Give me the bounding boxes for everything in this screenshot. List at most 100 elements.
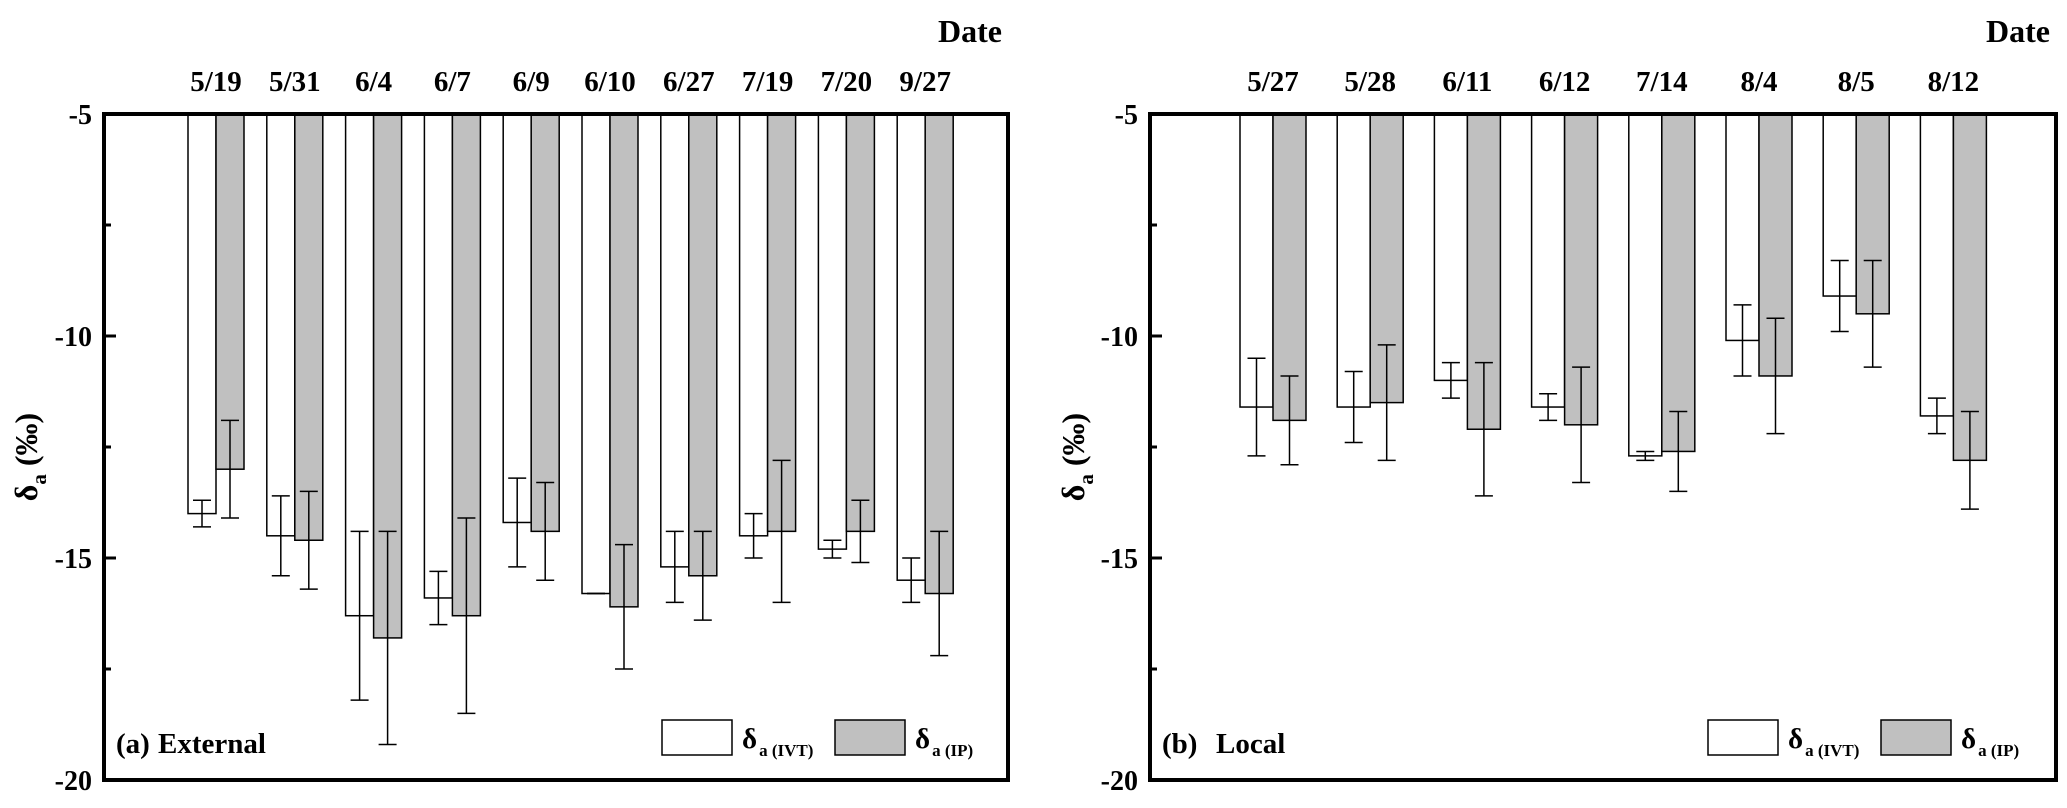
legend-label-subscript: a (IVT) (1805, 741, 1859, 760)
category-label: 6/27 (663, 66, 715, 98)
category-label: 6/11 (1442, 66, 1492, 98)
y-axis-title: δa (‰) (1055, 413, 1098, 501)
error-bar-ivt-7-20 (823, 539, 842, 559)
error-bar-ip-8-5 (1863, 259, 1882, 368)
bar-ivt-5-19 (187, 113, 217, 515)
category-label: 7/19 (742, 66, 794, 98)
legend-swatch (1707, 719, 1779, 756)
legend-swatch (661, 719, 733, 756)
y-axis-title-symbol: δ (8, 485, 44, 502)
legend-swatch (834, 719, 906, 756)
category-label: 8/4 (1740, 66, 1777, 98)
chart-panel-a: -5 -10 -15 -20 5/19 5/31 6/4 6/7 6/9 6/10 6/27 7/19… (8, 13, 1010, 797)
bar-ivt-6-11 (1433, 113, 1469, 382)
error-bar-ip-8-12 (1960, 410, 1979, 510)
bar-ivt-5-31 (266, 113, 296, 537)
error-bar-ivt-5-28 (1344, 370, 1363, 444)
error-bar-ip-7-19 (772, 459, 791, 604)
bar-ivt-9-27 (896, 113, 926, 581)
error-bar-ip-5-27 (1280, 375, 1299, 466)
error-bar-ivt-6-12 (1539, 392, 1558, 422)
error-bar-ivt-8-5 (1830, 259, 1849, 333)
bar-ip-7-14 (1661, 113, 1696, 453)
bar-ip-6-9 (530, 113, 560, 533)
error-bar-ip-6-7 (457, 517, 476, 715)
category-label: 8/12 (1928, 66, 1980, 98)
panel-name: Local (1216, 728, 1285, 760)
y-tick-label: -15 (1101, 544, 1138, 575)
bar-ivt-6-12 (1530, 113, 1566, 408)
y-axis-title-subscript: a (27, 474, 51, 485)
y-tick-label: -15 (55, 544, 92, 575)
error-bar-ivt-5-27 (1247, 357, 1266, 457)
legend-label-subscript: a (IP) (1978, 741, 2019, 760)
error-bar-ip-7-14 (1669, 410, 1688, 493)
bar-ivt-8-12 (1919, 113, 1955, 417)
error-bar-ivt-6-9 (508, 477, 527, 568)
bar-ivt-6-10 (581, 113, 611, 595)
error-bar-ip-6-9 (536, 481, 555, 581)
category-label: 5/27 (1247, 66, 1299, 98)
bar-ip-5-27 (1272, 113, 1307, 422)
error-bar-ip-6-12 (1572, 366, 1591, 484)
category-label: 7/20 (821, 66, 873, 98)
y-tick-label: -5 (1115, 100, 1138, 131)
bar-ip-8-12 (1952, 113, 1988, 462)
panel-label: (b) (1162, 728, 1197, 760)
bar-ip-6-27 (688, 113, 718, 577)
error-bar-ip-6-4 (378, 530, 397, 746)
error-bar-ivt-7-19 (744, 512, 763, 559)
error-bar-ip-5-31 (299, 490, 318, 590)
error-bar-ivt-6-11 (1441, 361, 1460, 399)
error-bar-ivt-5-19 (193, 499, 211, 528)
bar-ivt-7-19 (738, 113, 769, 537)
error-bar-ivt-6-27 (665, 530, 684, 604)
legend-label-subscript: a (IVT) (759, 741, 813, 760)
bar-ip-6-10 (609, 113, 639, 608)
chart-panel-b: -5 -10 -15 -20 5/27 5/28 6/11 6/12 7/14 8/4 8/5 8/1… (1055, 13, 2058, 797)
legend-label-subscript: a (IP) (932, 741, 973, 760)
category-label: 6/12 (1539, 66, 1591, 98)
error-bar-ip-9-27 (930, 530, 949, 657)
error-bar-ip-8-4 (1766, 317, 1785, 435)
category-label: 6/4 (355, 66, 392, 98)
panel-label: (a) (116, 728, 150, 760)
category-label: 7/14 (1636, 66, 1688, 98)
bar-ivt-6-27 (660, 113, 690, 568)
error-bar-ivt-7-14 (1636, 450, 1655, 462)
y-axis-title-unit: (‰) (8, 413, 44, 466)
bar-ivt-6-7 (423, 113, 454, 599)
bar-ivt-5-28 (1336, 113, 1371, 408)
y-axis-title-symbol: δ (1055, 485, 1091, 502)
legend-label-symbol: δ (742, 723, 757, 755)
category-label: 5/19 (190, 66, 242, 98)
error-bar-ip-6-10 (615, 543, 633, 670)
category-label: 8/5 (1838, 66, 1875, 98)
category-label: 9/27 (899, 66, 951, 98)
error-bar-ip-6-27 (693, 530, 712, 621)
error-bar-ip-5-28 (1377, 344, 1396, 462)
panel-name: External (158, 728, 266, 760)
bar-ip-9-27 (924, 113, 954, 595)
bar-ivt-7-14 (1628, 113, 1663, 457)
category-label: 6/9 (513, 66, 550, 98)
error-bar-ip-7-20 (851, 499, 870, 564)
bar-ip-7-20 (845, 113, 876, 533)
y-tick-label: -5 (69, 100, 92, 131)
y-tick-label: -20 (1101, 766, 1138, 797)
error-bar-ivt-6-4 (350, 530, 369, 701)
category-label: 5/28 (1344, 66, 1396, 98)
error-bar-ivt-8-12 (1927, 397, 1946, 435)
error-bar-ivt-8-4 (1733, 304, 1752, 377)
error-bar-ivt-9-27 (902, 557, 921, 604)
y-tick-label: -20 (55, 766, 92, 797)
y-tick-label: -10 (55, 322, 92, 353)
